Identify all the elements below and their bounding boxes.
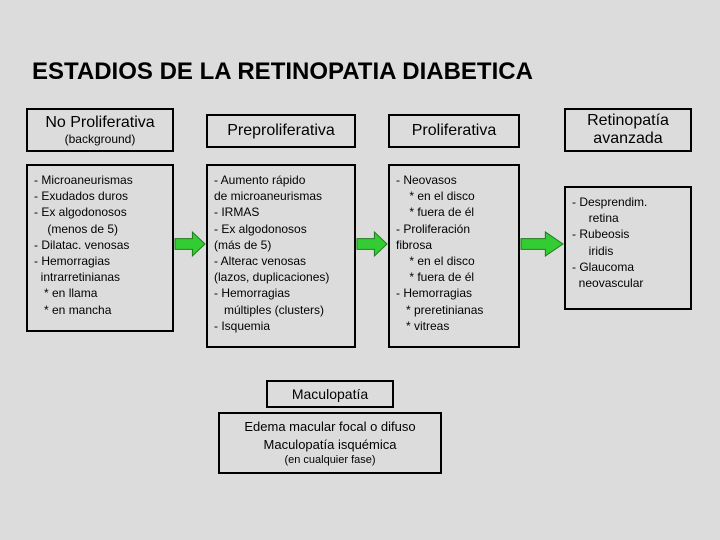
stage-label: No Proliferativa — [28, 114, 172, 132]
maculopatia-detail: Edema macular focal o difuso Maculopatía… — [218, 412, 442, 474]
arrow-icon — [175, 232, 205, 256]
stage-no-proliferativa: No Proliferativa (background) — [26, 108, 174, 152]
stage-label-line1: Retinopatía — [566, 112, 690, 130]
stage-label: Proliferativa — [390, 122, 518, 140]
stage-retinopatia-avanzada: Retinopatía avanzada — [564, 108, 692, 152]
stage-proliferativa: Proliferativa — [388, 114, 520, 148]
arrow-icon — [521, 232, 561, 256]
arrow-icon — [357, 232, 387, 256]
stage-label-line2: avanzada — [566, 130, 690, 148]
stage-preproliferativa: Preproliferativa — [206, 114, 356, 148]
maculo-line2: Maculopatía isquémica — [228, 436, 432, 454]
list-proliferativa: - Neovasos * en el disco * fuera de él -… — [388, 164, 520, 348]
list-preproliferativa: - Aumento rápido de microaneurismas - IR… — [206, 164, 356, 348]
maculopatia-label: Maculopatía — [266, 380, 394, 408]
maculo-line3: (en cualquier fase) — [228, 453, 432, 468]
stage-sublabel: (background) — [28, 132, 172, 146]
page-title: ESTADIOS DE LA RETINOPATIA DIABETICA — [32, 58, 533, 86]
maculo-line1: Edema macular focal o difuso — [228, 418, 432, 436]
list-retinopatia-avanzada: - Desprendim. retina - Rubeosis iridis -… — [564, 186, 692, 310]
stage-label: Preproliferativa — [208, 122, 354, 140]
list-no-proliferativa: - Microaneurismas - Exudados duros - Ex … — [26, 164, 174, 332]
